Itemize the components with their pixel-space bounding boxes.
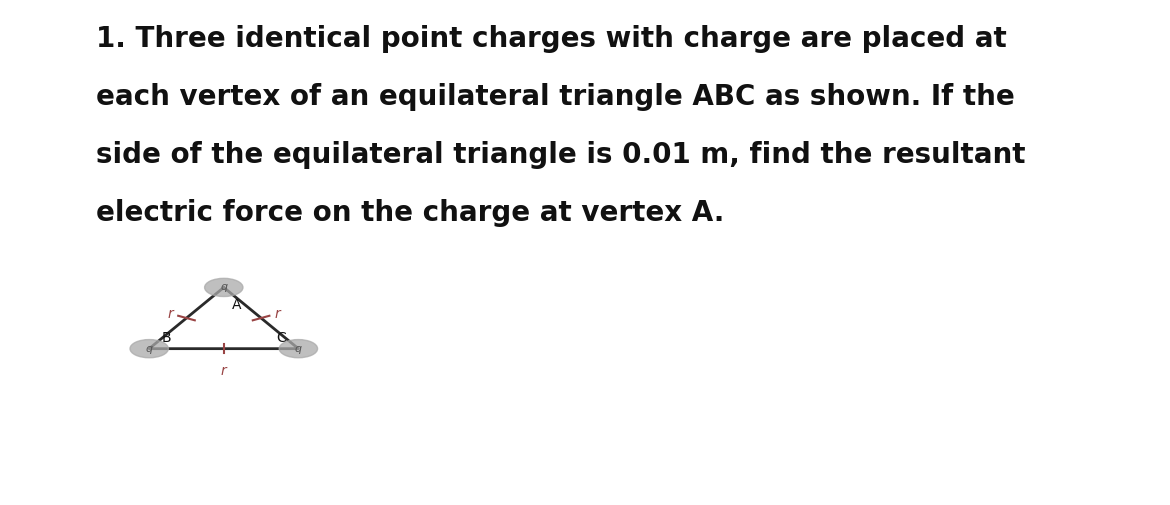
Text: electric force on the charge at vertex A.: electric force on the charge at vertex A… bbox=[96, 199, 724, 227]
Circle shape bbox=[280, 339, 317, 358]
Text: B: B bbox=[161, 331, 172, 344]
Text: C: C bbox=[276, 331, 285, 344]
Circle shape bbox=[205, 278, 243, 296]
Text: r: r bbox=[167, 307, 173, 321]
Text: each vertex of an equilateral triangle ABC as shown. If the: each vertex of an equilateral triangle A… bbox=[96, 83, 1014, 111]
Circle shape bbox=[130, 339, 168, 358]
Text: side of the equilateral triangle is 0.01 m, find the resultant: side of the equilateral triangle is 0.01… bbox=[96, 141, 1025, 169]
Text: q: q bbox=[145, 344, 153, 354]
Text: q: q bbox=[220, 282, 227, 292]
Text: A: A bbox=[233, 297, 242, 312]
Text: 1. Three identical point charges with charge are placed at: 1. Three identical point charges with ch… bbox=[96, 25, 1006, 53]
Text: r: r bbox=[221, 364, 227, 378]
Text: r: r bbox=[274, 307, 280, 321]
Text: q: q bbox=[295, 344, 302, 354]
